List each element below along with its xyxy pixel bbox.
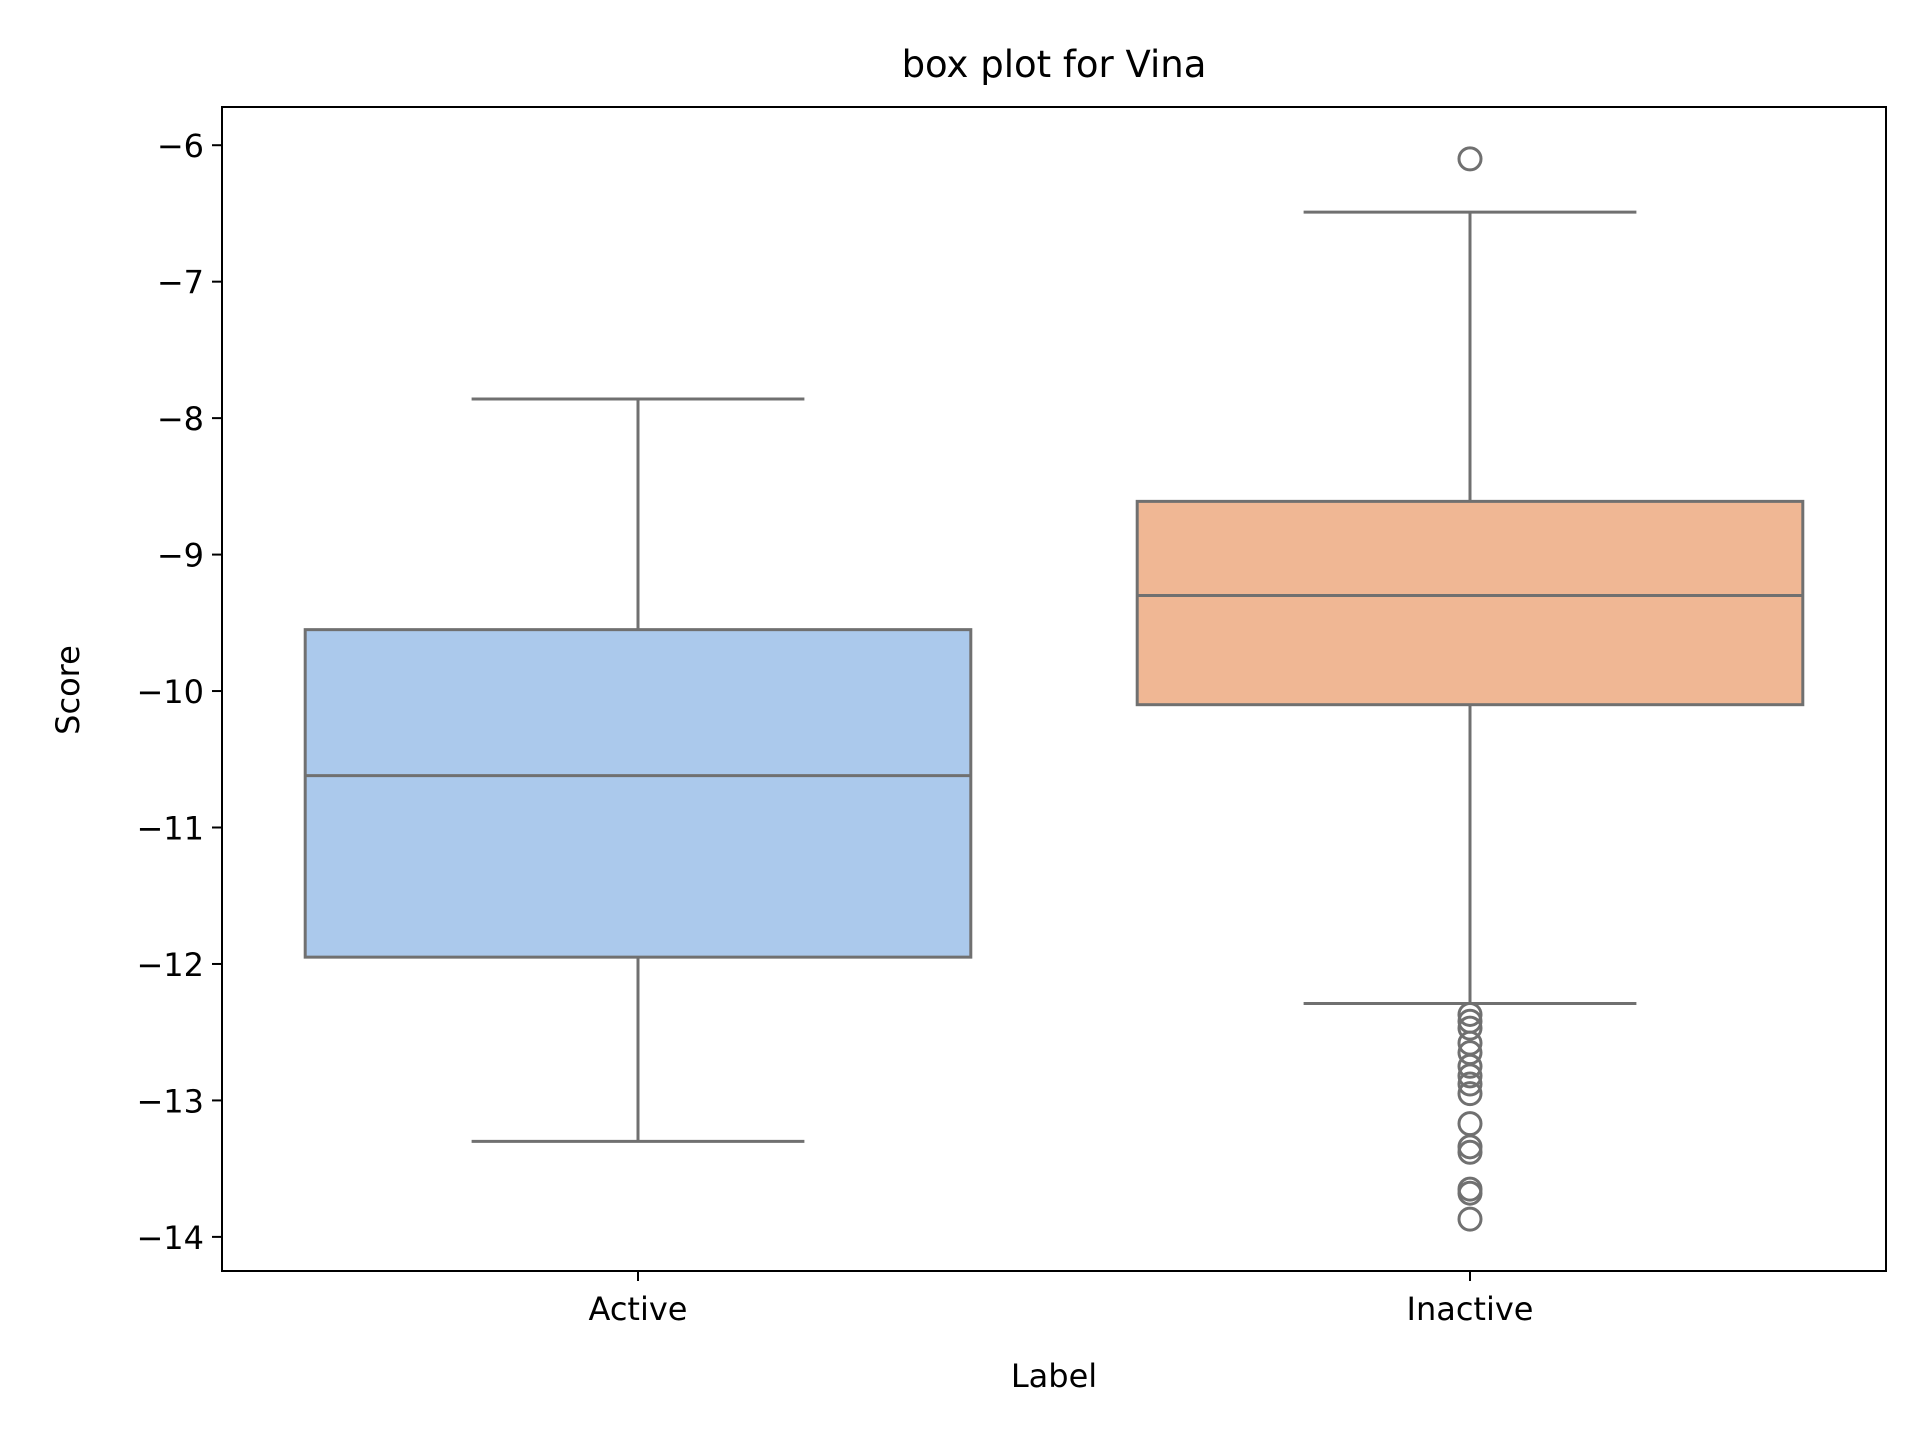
y-tick-label: −13 (136, 1082, 204, 1120)
outlier-point (1457, 146, 1483, 172)
chart-title: box plot for Vina (902, 43, 1207, 86)
y-tick-label: −14 (136, 1219, 204, 1257)
y-tick-label: −8 (157, 400, 204, 438)
y-tick-label: −11 (136, 810, 204, 848)
box-group-inactive (1135, 146, 1805, 1232)
plot-area (303, 146, 1805, 1232)
box-iqr (1135, 499, 1805, 707)
y-axis-label: Score (49, 645, 87, 735)
y-tick-label: −10 (136, 673, 204, 711)
outlier-point (1457, 1015, 1483, 1041)
outlier-point (1457, 1206, 1483, 1232)
outlier-point (1457, 1139, 1483, 1165)
x-tick-label: Inactive (1407, 1290, 1534, 1328)
y-tick-label: −7 (157, 264, 204, 302)
x-axis-label: Label (1011, 1357, 1097, 1395)
y-tick-label: −6 (157, 127, 204, 165)
box-iqr (303, 628, 973, 959)
x-tick-label: Active (589, 1290, 688, 1328)
outlier-point (1457, 1063, 1483, 1089)
outlier-point (1457, 1071, 1483, 1097)
box-group-active (303, 397, 973, 1143)
axes: Active Inactive −14 −13 −12 −11 −10 −9 −8 −7 −6 (136, 106, 1887, 1328)
y-tick-label: −12 (136, 946, 204, 984)
outlier-point (1457, 1053, 1483, 1079)
y-tick-label: −9 (157, 537, 204, 575)
outlier-point (1457, 1001, 1483, 1027)
outlier-point (1457, 1081, 1483, 1107)
outlier-point (1457, 1180, 1483, 1206)
axes-frame (221, 106, 1887, 1272)
